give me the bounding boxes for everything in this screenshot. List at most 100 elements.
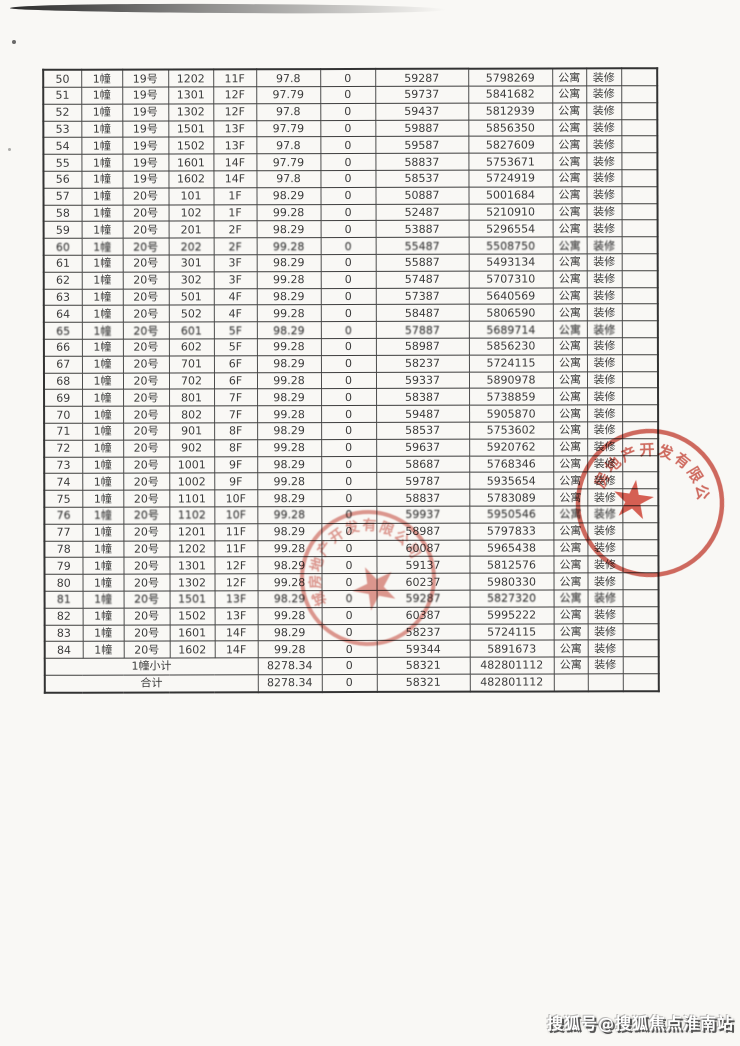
table-cell: 58837 [376,489,470,507]
table-cell: 装修 [587,640,623,657]
table-cell [621,136,658,153]
table-cell: 1幢小计 [44,657,258,676]
table-cell: 4F [213,288,257,306]
price-table: 50 1幢 19号 1202 11F 97.8 0 59287 5798269 公寓 装修 51 1幢 1… [42,67,660,694]
table-cell [622,556,659,573]
table-cell: 6F [213,372,258,390]
table-row: 71 1幢 20号 901 8F 98.29 0 58537 5753602 公寓 装修 [44,421,659,441]
table-row: 67 1幢 20号 701 6F 98.29 0 58237 5724115 公寓 装修 [43,354,658,373]
table-cell [621,203,658,221]
table-cell [622,589,659,607]
table-cell: 装修 [587,589,623,607]
table-cell: 0 [320,220,376,238]
table-row: 50 1幢 19号 1202 11F 97.8 0 59287 5798269 公寓 装修 [43,68,658,88]
table-cell: 20号 [122,187,169,205]
subtotal-row: 1幢小计 8278.34 0 58321 482801112 公寓 装修 [44,656,659,676]
table-cell: 12F [213,103,257,121]
table-cell: 99.28 [257,472,322,490]
table-cell: 20号 [122,204,169,222]
table-cell: 5891673 [469,640,554,658]
table-cell: 公寓 [552,337,587,355]
table-cell: 0 [321,607,377,625]
table-cell: 1302 [168,103,214,121]
table-cell: 装修 [586,102,622,120]
table-cell: 14F [214,624,258,642]
table-cell: 装修 [586,152,622,170]
table-cell: 10F [214,506,258,524]
table-cell: 公寓 [552,371,588,389]
table-cell: 装修 [586,119,622,137]
table-cell: 装修 [586,337,622,355]
table-cell: 装修 [586,169,622,187]
table-cell: 0 [321,388,377,406]
table-cell: 装修 [587,404,623,422]
table-cell [622,404,659,422]
table-row: 53 1幢 19号 1501 13F 97.79 0 59887 5856350 公寓 装修 [43,119,658,138]
table-cell: 98.29 [257,456,322,474]
table-cell: 5905870 [469,405,554,423]
table-cell: 0 [320,237,376,255]
table-cell: 13F [213,137,257,155]
table-cell: 58837 [375,153,469,171]
table-cell: 5995222 [469,606,554,624]
table-cell: 1幢 [82,607,124,625]
table-cell: 602 [168,338,214,356]
table-cell: 0 [321,623,377,641]
table-cell: 97.79 [256,153,321,171]
table-cell: 20号 [123,523,170,541]
table-cell: 5768346 [469,455,554,473]
table-cell: 5296554 [468,220,553,238]
table-row: 58 1幢 20号 102 1F 99.28 0 52487 5210910 公寓 装修 [43,203,658,222]
table-cell: 5689714 [468,321,553,339]
table-cell: 1501 [169,590,215,608]
table-cell: 5798269 [468,68,553,87]
table-cell: 1幢 [81,69,123,88]
table-cell: 公寓 [553,556,588,574]
table-cell: 5812939 [468,102,553,120]
table-cell: 98.29 [257,422,322,440]
table-cell: 58687 [376,455,470,473]
table-cell [622,472,659,489]
table-cell: 5707310 [468,270,553,288]
table-cell: 装修 [587,556,623,573]
table-cell: 0 [321,506,377,524]
table-cell: 80 [44,574,83,592]
table-cell: 装修 [587,572,623,590]
table-cell: 13F [213,120,257,138]
table-cell: 98.29 [256,321,321,339]
scan-speck [12,40,16,44]
table-cell: 99.28 [256,372,322,390]
table-cell: 76 [44,507,83,525]
table-row: 52 1幢 19号 1302 12F 97.8 0 59437 5812939 公寓 装修 [43,102,658,121]
table-cell: 装修 [586,287,622,305]
table-cell: 0 [320,170,376,188]
table-cell: 公寓 [553,656,588,674]
table-cell: 56 [43,171,82,189]
table-cell: 装修 [586,354,622,372]
table-cell: 20号 [123,590,170,608]
table-cell: 装修 [586,203,622,221]
table-cell: 1幢 [81,154,123,172]
table-cell: 5812576 [469,556,554,574]
table-cell: 11F [214,523,258,541]
table-cell [622,656,659,674]
table-cell: 97.8 [256,170,321,188]
table-cell: 59487 [376,405,470,423]
table-cell: 装修 [587,606,623,624]
table-cell: 0 [320,153,376,171]
table-cell: 62 [43,271,82,289]
table-cell: 1幢 [81,305,123,323]
table-cell: 1102 [169,506,215,524]
table-cell: 公寓 [553,572,588,590]
table-cell: 81 [44,591,83,609]
table-cell: 1幢 [82,590,124,608]
table-cell [622,421,659,439]
table-cell: 12F [214,557,258,574]
table-cell: 58321 [376,657,470,675]
table-cell [621,270,658,288]
table-cell: 63 [43,288,82,306]
table-cell: 69 [44,389,83,407]
table-cell: 19号 [122,86,169,104]
table-cell: 10F [214,489,258,507]
table-cell: 1501 [168,120,214,138]
